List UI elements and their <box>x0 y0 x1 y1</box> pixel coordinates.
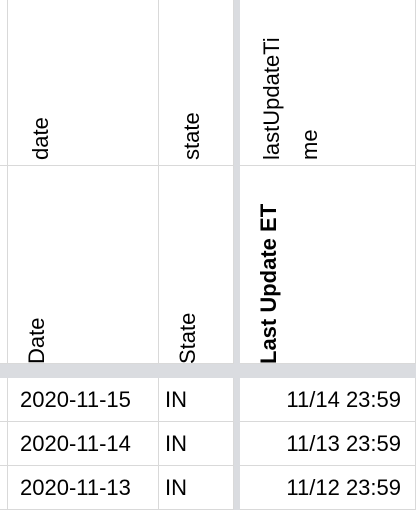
header-label-lastupdate-key-line1: lastUpdateTi <box>257 37 287 160</box>
header-cell-state-label[interactable]: State <box>159 166 234 364</box>
header-label-lastupdate: Last Update ET <box>254 204 284 364</box>
cell-date[interactable]: 2020-11-13 <box>8 466 159 510</box>
header-label-date: Date <box>22 318 52 364</box>
header-label-lastupdate-key-line2: me <box>295 129 325 160</box>
header-label-date-key: date <box>26 117 56 160</box>
row-stub <box>0 466 8 510</box>
cell-date[interactable]: 2020-11-14 <box>8 422 159 466</box>
cell-lastupdate[interactable]: 11/12 23:59 <box>240 466 416 510</box>
row-stub <box>0 378 8 422</box>
cell-lastupdate[interactable]: 11/14 23:59 <box>240 378 416 422</box>
cell-state[interactable]: IN <box>159 378 234 422</box>
row-stub <box>0 166 8 364</box>
cell-lastupdate[interactable]: 11/13 23:59 <box>240 422 416 466</box>
header-cell-lastupdate-label[interactable]: Last Update ET <box>240 166 416 364</box>
cell-state[interactable]: IN <box>159 466 234 510</box>
cell-date[interactable]: 2020-11-15 <box>8 378 159 422</box>
header-cell-state-key[interactable]: state <box>159 0 234 166</box>
row-stub <box>0 0 8 166</box>
header-cell-lastupdate-key[interactable]: lastUpdateTi me <box>240 0 416 166</box>
frozen-rows-divider[interactable] <box>0 364 416 378</box>
header-cell-date-key[interactable]: date <box>8 0 159 166</box>
cell-state[interactable]: IN <box>159 422 234 466</box>
header-label-state: State <box>173 313 203 364</box>
header-cell-date-label[interactable]: Date <box>8 166 159 364</box>
row-stub <box>0 422 8 466</box>
header-label-state-key: state <box>177 112 207 160</box>
